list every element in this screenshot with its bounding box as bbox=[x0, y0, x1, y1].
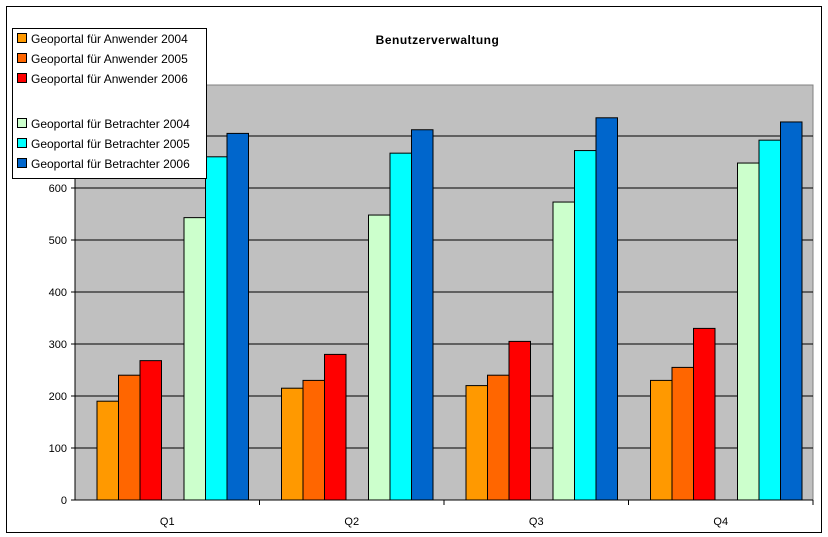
legend-swatch bbox=[17, 53, 27, 63]
legend-item: Geoportal für Betrachter 2004 bbox=[17, 117, 190, 131]
bar bbox=[650, 379, 673, 501]
legend-label: Geoportal für Betrachter 2006 bbox=[31, 157, 190, 171]
bar bbox=[368, 214, 391, 501]
legend-label: Geoportal für Anwender 2005 bbox=[31, 52, 188, 66]
legend-label: Geoportal für Betrachter 2005 bbox=[31, 137, 190, 151]
legend-swatch bbox=[17, 118, 27, 128]
legend-item: Geoportal für Betrachter 2005 bbox=[17, 137, 190, 151]
bar bbox=[487, 374, 510, 501]
legend-swatch bbox=[17, 158, 27, 168]
bar bbox=[552, 201, 575, 501]
bar bbox=[693, 327, 716, 501]
y-tick-label: 600 bbox=[49, 183, 67, 195]
bar bbox=[411, 129, 434, 501]
x-tick-label: Q3 bbox=[529, 516, 544, 528]
bar bbox=[324, 353, 347, 501]
legend-item: Geoportal für Betrachter 2006 bbox=[17, 157, 190, 171]
bar bbox=[737, 162, 760, 501]
legend-swatch bbox=[17, 138, 27, 148]
x-tick-label: Q4 bbox=[713, 516, 728, 528]
legend-item: Geoportal für Anwender 2004 bbox=[17, 32, 188, 46]
y-tick-label: 300 bbox=[49, 339, 67, 351]
bar bbox=[96, 400, 119, 501]
bar bbox=[574, 150, 597, 501]
legend-swatch bbox=[17, 33, 27, 43]
bar bbox=[139, 360, 162, 501]
bar bbox=[595, 117, 618, 501]
bar bbox=[205, 156, 228, 501]
bar bbox=[780, 121, 803, 501]
y-tick-label: 0 bbox=[61, 495, 67, 507]
legend-label: Geoportal für Betrachter 2004 bbox=[31, 117, 190, 131]
bar bbox=[508, 340, 531, 501]
y-tick-label: 200 bbox=[49, 391, 67, 403]
bar bbox=[465, 385, 488, 501]
y-tick-label: 100 bbox=[49, 443, 67, 455]
bar bbox=[118, 374, 141, 501]
legend-item: Geoportal für Anwender 2005 bbox=[17, 52, 188, 66]
legend-label: Geoportal für Anwender 2006 bbox=[31, 72, 188, 86]
chart-legend: Geoportal für Anwender 2004 Geoportal fü… bbox=[12, 28, 207, 179]
bar bbox=[389, 152, 412, 501]
y-tick-label: 500 bbox=[49, 235, 67, 247]
x-tick-label: Q2 bbox=[344, 516, 359, 528]
chart-title: Benutzerverwaltung bbox=[375, 33, 500, 47]
legend-swatch bbox=[17, 73, 27, 83]
bar bbox=[302, 379, 325, 501]
y-tick-label: 400 bbox=[49, 287, 67, 299]
bar bbox=[226, 132, 249, 501]
x-tick-label: Q1 bbox=[160, 516, 175, 528]
bar bbox=[281, 387, 304, 501]
legend-item: Geoportal für Anwender 2006 bbox=[17, 72, 188, 86]
legend-label: Geoportal für Anwender 2004 bbox=[31, 32, 188, 46]
bar bbox=[671, 366, 694, 501]
bar bbox=[758, 139, 781, 501]
bar bbox=[183, 217, 206, 501]
